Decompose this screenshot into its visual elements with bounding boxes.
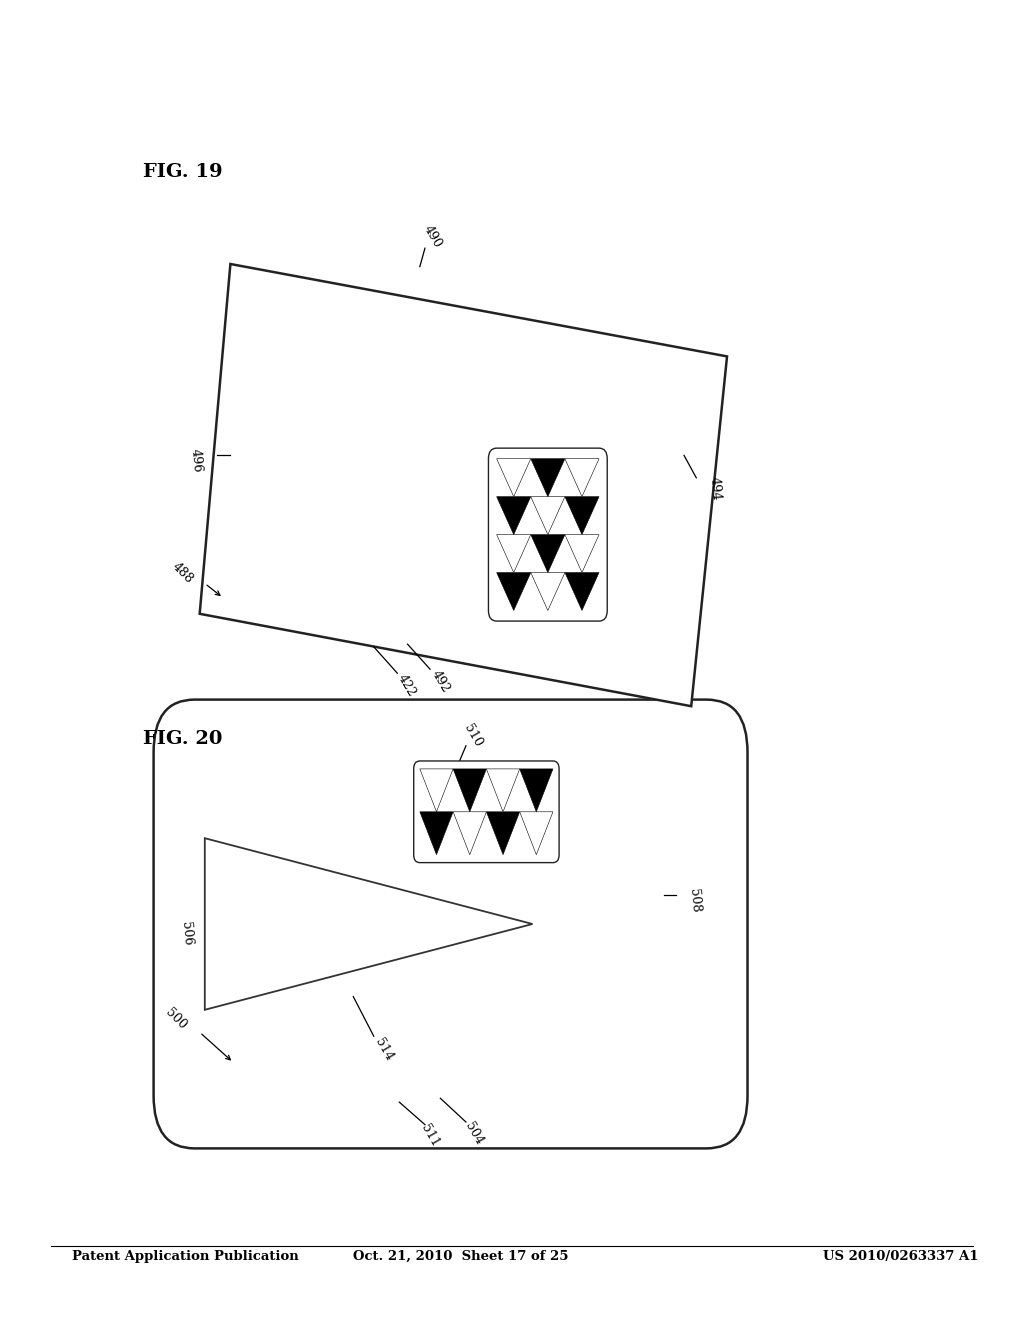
- Text: Patent Application Publication: Patent Application Publication: [72, 1250, 298, 1263]
- Polygon shape: [453, 768, 486, 812]
- Polygon shape: [530, 458, 565, 496]
- Polygon shape: [519, 768, 553, 812]
- Text: 488: 488: [169, 560, 196, 586]
- Text: 494: 494: [708, 477, 722, 500]
- Text: 492: 492: [429, 668, 452, 694]
- Polygon shape: [530, 573, 565, 610]
- Text: 510: 510: [462, 722, 484, 748]
- Polygon shape: [565, 573, 599, 610]
- Polygon shape: [497, 535, 530, 573]
- Polygon shape: [420, 812, 453, 855]
- Polygon shape: [486, 812, 519, 855]
- Text: 490: 490: [421, 223, 443, 249]
- Polygon shape: [205, 838, 532, 1010]
- Polygon shape: [565, 496, 599, 535]
- Polygon shape: [530, 535, 565, 573]
- Polygon shape: [200, 264, 727, 706]
- Text: 514: 514: [373, 1036, 395, 1063]
- Polygon shape: [565, 458, 599, 496]
- Text: 504: 504: [463, 1121, 485, 1147]
- Polygon shape: [497, 496, 530, 535]
- Polygon shape: [486, 768, 519, 812]
- Text: Oct. 21, 2010  Sheet 17 of 25: Oct. 21, 2010 Sheet 17 of 25: [353, 1250, 568, 1263]
- Polygon shape: [565, 535, 599, 573]
- FancyBboxPatch shape: [414, 760, 559, 863]
- Polygon shape: [420, 768, 453, 812]
- Polygon shape: [497, 458, 530, 496]
- Text: US 2010/0263337 A1: US 2010/0263337 A1: [823, 1250, 979, 1263]
- Text: 500: 500: [163, 1006, 189, 1032]
- FancyBboxPatch shape: [488, 449, 607, 622]
- Polygon shape: [530, 496, 565, 535]
- Text: 422: 422: [395, 672, 418, 698]
- FancyBboxPatch shape: [154, 700, 748, 1148]
- Text: 428: 428: [530, 585, 555, 598]
- Text: 508: 508: [687, 888, 701, 912]
- Polygon shape: [453, 812, 486, 855]
- Polygon shape: [497, 573, 530, 610]
- Text: 506: 506: [179, 921, 194, 945]
- Text: 511: 511: [419, 1122, 441, 1148]
- Text: 496: 496: [189, 449, 204, 473]
- Text: FIG. 20: FIG. 20: [143, 730, 223, 748]
- Text: FIG. 19: FIG. 19: [143, 162, 223, 181]
- Polygon shape: [519, 812, 553, 855]
